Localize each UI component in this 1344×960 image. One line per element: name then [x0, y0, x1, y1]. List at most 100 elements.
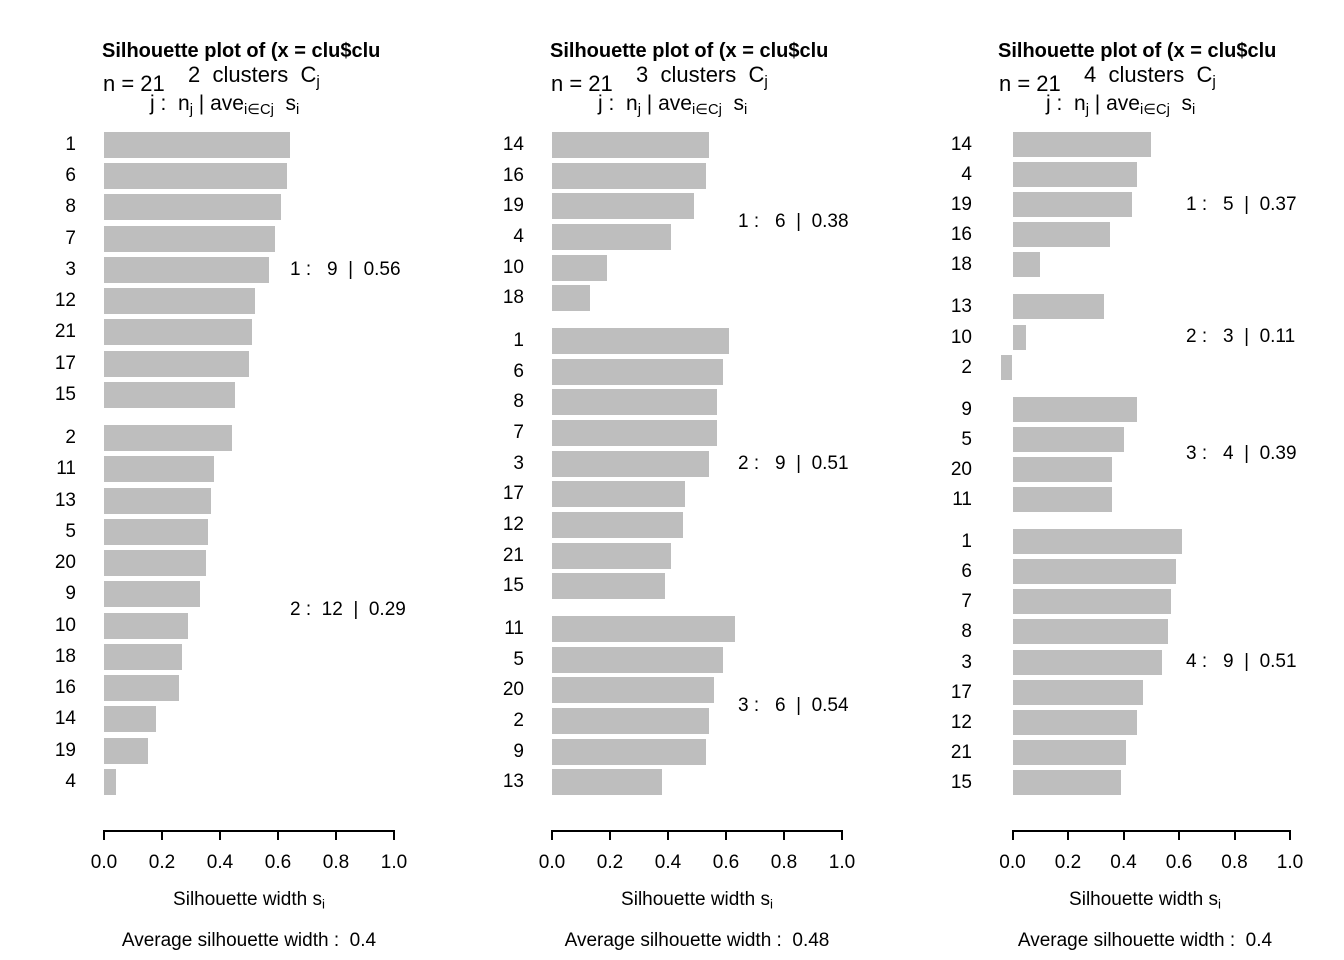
observation-label: 4: [65, 771, 76, 792]
silhouette-bar: [104, 550, 206, 576]
average-silhouette-label: Average silhouette width : 0.4: [1017, 930, 1273, 951]
observation-label: 5: [961, 429, 972, 450]
observation-label: 8: [65, 196, 76, 217]
text-segment: 3 clusters C: [636, 62, 765, 87]
subscript-segment: i: [1217, 896, 1221, 912]
plot-title: Silhouette plot of (x = clu$clu: [102, 40, 381, 62]
subscript-segment: j: [1212, 73, 1216, 91]
silhouette-bar: [104, 675, 180, 701]
silhouette-bar: [552, 163, 706, 189]
observation-label: 8: [961, 621, 972, 642]
silhouette-bar: [552, 543, 671, 569]
observation-label: 10: [54, 615, 76, 636]
n-observations-label: n = 21: [103, 71, 165, 96]
silhouette-bar: [552, 451, 709, 477]
observation-label: 18: [54, 646, 76, 667]
x-axis-title: Silhouette width si: [1000, 889, 1290, 912]
silhouette-bar: [104, 132, 290, 158]
silhouette-bar: [552, 389, 718, 415]
silhouette-bar: [552, 285, 590, 311]
observation-label: 13: [950, 296, 972, 317]
silhouette-bar: [1012, 427, 1124, 452]
subscript-segment: i∈Cj: [1139, 102, 1170, 119]
observation-label: 16: [950, 224, 972, 245]
cluster-summary-formula: j : nj | avei∈Cj si: [598, 92, 747, 118]
x-axis-line: [552, 830, 842, 832]
silhouette-bar: [552, 512, 683, 538]
x-axis-tick: [103, 830, 105, 840]
cluster-summary: 2 : 12 | 0.29: [290, 599, 406, 620]
observation-label: 9: [513, 741, 524, 762]
silhouette-bar: [104, 163, 287, 189]
silhouette-bar: [104, 644, 183, 670]
x-axis-tick-label: 1.0: [380, 852, 408, 873]
average-silhouette-label: Average silhouette width : 0.4: [121, 930, 377, 951]
silhouette-bar: [104, 769, 116, 795]
observation-label: 15: [950, 772, 972, 793]
cluster-summary-formula: j : nj | avei∈Cj si: [150, 92, 299, 118]
x-axis-tick: [1178, 830, 1180, 840]
text-segment: j : n: [598, 92, 638, 115]
silhouette-bar: [1012, 680, 1143, 705]
x-axis-tick-label: 1.0: [1276, 852, 1304, 873]
x-axis-line: [1012, 830, 1290, 832]
subscript-segment: i: [296, 102, 300, 119]
silhouette-bar: [104, 613, 189, 639]
observation-label: 14: [502, 134, 524, 155]
x-axis-tick: [219, 830, 221, 840]
silhouette-bar: [1012, 740, 1127, 765]
observation-label: 4: [961, 164, 972, 185]
silhouette-bar: [552, 224, 671, 250]
silhouette-bar: [552, 616, 735, 642]
observation-label: 19: [950, 194, 972, 215]
silhouette-bar: [1012, 770, 1121, 795]
observation-label: 15: [502, 575, 524, 596]
observation-label: 7: [65, 228, 76, 249]
silhouette-bar: [104, 319, 252, 345]
text-segment: Silhouette width s: [173, 889, 322, 910]
silhouette-bar: [1012, 589, 1171, 614]
silhouette-bar: [1012, 619, 1168, 644]
x-axis-tick-label: 0.4: [206, 852, 234, 873]
silhouette-bar: [552, 769, 663, 795]
text-segment: s: [721, 92, 745, 115]
silhouette-bar: [1012, 710, 1138, 735]
clusters-heading: 2 clusters Cj: [188, 62, 320, 91]
text-segment: j : n: [1046, 92, 1086, 115]
cluster-summary: 2 : 3 | 0.11: [1186, 326, 1296, 347]
x-axis-tick: [1122, 830, 1125, 840]
plot-title: Silhouette plot of (x = clu$clu: [998, 40, 1277, 62]
observation-label: 2: [65, 427, 76, 448]
x-axis-title: Silhouette width si: [104, 889, 394, 912]
observation-label: 5: [513, 649, 524, 670]
observation-label: 2: [513, 710, 524, 731]
observation-label: 13: [54, 490, 76, 511]
x-axis-tick-label: 0.8: [322, 852, 350, 873]
x-axis-tick-label: 0.8: [770, 852, 798, 873]
text-segment: s: [273, 92, 297, 115]
x-axis-tick-label: 0.2: [596, 852, 624, 873]
x-axis-tick: [1233, 830, 1236, 840]
observation-label: 15: [54, 384, 76, 405]
silhouette-bar: [104, 706, 157, 732]
cluster-summary: 3 : 6 | 0.54: [738, 695, 849, 716]
observation-label: 19: [502, 195, 524, 216]
observation-label: 21: [54, 321, 76, 342]
observation-label: 7: [961, 591, 972, 612]
x-axis-tick: [161, 830, 163, 840]
observation-label: 20: [950, 459, 972, 480]
silhouette-bar: [1012, 222, 1110, 247]
subscript-segment: i: [1192, 102, 1196, 119]
observation-label: 6: [65, 165, 76, 186]
clusters-heading: 3 clusters Cj: [636, 62, 768, 91]
observation-label: 17: [54, 353, 76, 374]
x-axis-tick: [393, 830, 395, 840]
silhouette-bar: [552, 647, 724, 673]
observation-label: 4: [513, 226, 524, 247]
clusters-heading: 4 clusters Cj: [1084, 62, 1216, 91]
average-silhouette-label: Average silhouette width : 0.48: [564, 930, 830, 951]
silhouette-bar: [552, 420, 718, 446]
silhouette-bar: [552, 193, 695, 219]
observation-label: 5: [65, 521, 76, 542]
x-axis-tick-label: 0.6: [264, 852, 292, 873]
